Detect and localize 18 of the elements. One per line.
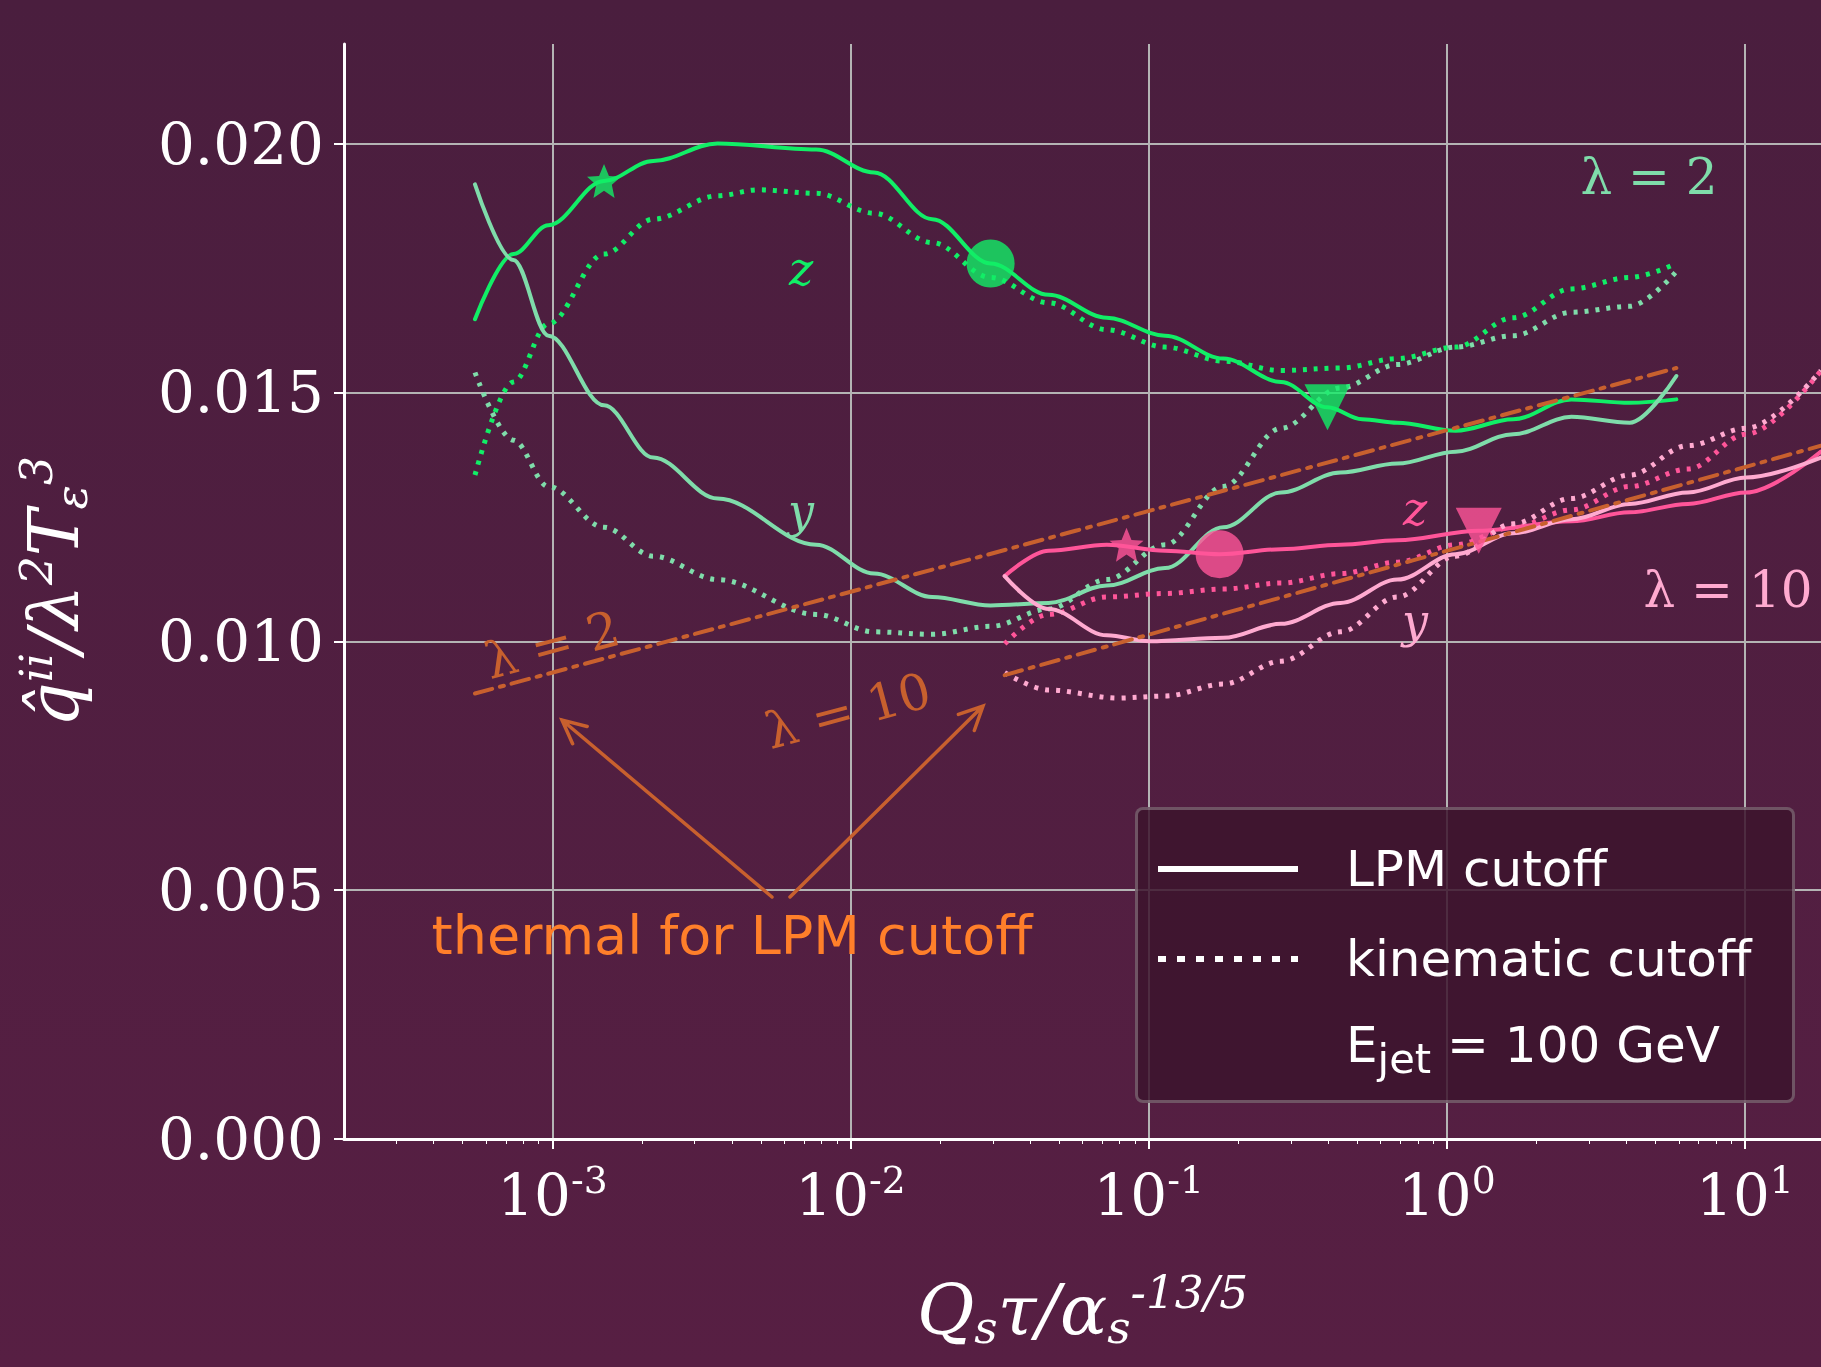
- annotation: E$_{jet}$ = 100 GeV: [1346, 1015, 1720, 1083]
- y-tick-label: 0.015: [157, 358, 324, 427]
- legend-panel: LPM cutoff kinematic cutoff E$_{jet}$ = 100 GeV: [1135, 807, 1795, 1103]
- annotation: y: [786, 484, 815, 538]
- annotation: y: [1400, 594, 1429, 648]
- annotation: λ = 2: [1580, 148, 1718, 206]
- annotation: kinematic cutoff: [1346, 930, 1752, 988]
- annotation: z: [787, 242, 814, 296]
- y-axis-title: q̂ii/λ2Tε3: [9, 456, 98, 727]
- y-tick-label: 0.005: [157, 856, 324, 925]
- y-tick-label: 0.010: [157, 607, 324, 676]
- y-tick-label: 0.000: [157, 1105, 324, 1173]
- annotation: λ = 2: [478, 599, 626, 691]
- y-tick-label: 0.020: [157, 109, 324, 178]
- annotation: LPM cutoff: [1346, 840, 1607, 898]
- annotation: z: [1401, 482, 1428, 536]
- annotation: λ = 10: [1643, 561, 1813, 619]
- annotation: λ = 10: [758, 661, 938, 761]
